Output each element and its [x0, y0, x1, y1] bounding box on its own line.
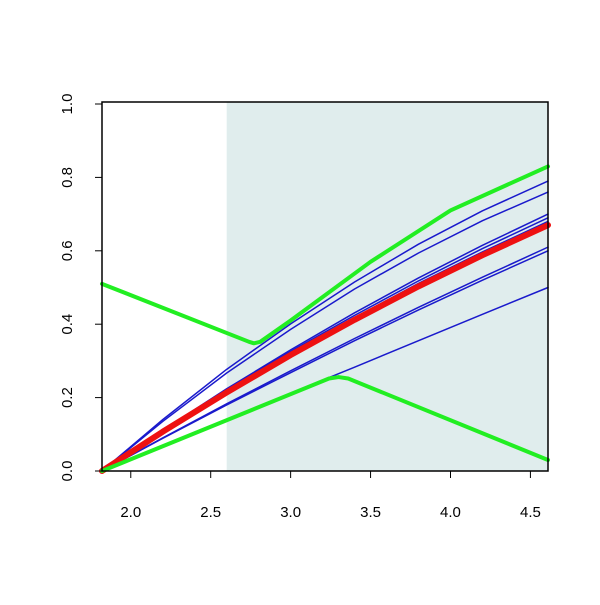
x-tick-label: 4.0 — [440, 504, 461, 521]
y-tick-label: 0.6 — [59, 240, 76, 261]
line — [101, 191, 549, 472]
line — [101, 250, 549, 472]
x-tick-label: 4.5 — [520, 504, 541, 521]
line — [99, 222, 551, 474]
x-tick-label: 2.0 — [120, 504, 141, 521]
line — [100, 375, 550, 473]
y-tick-label: 1.0 — [59, 94, 76, 115]
y-tick-label: 0.2 — [59, 387, 76, 408]
y-tick-label: 0.4 — [59, 314, 76, 335]
x-tick-label: 3.0 — [280, 504, 301, 521]
line — [101, 180, 549, 472]
x-tick-label: 2.5 — [200, 504, 221, 521]
plot-frame — [101, 101, 549, 472]
line — [100, 164, 550, 346]
shaded-region — [226, 102, 548, 471]
y-tick-label: 0.0 — [59, 461, 76, 482]
x-tick-label: 3.5 — [360, 504, 381, 521]
y-tick-label: 0.8 — [59, 167, 76, 188]
